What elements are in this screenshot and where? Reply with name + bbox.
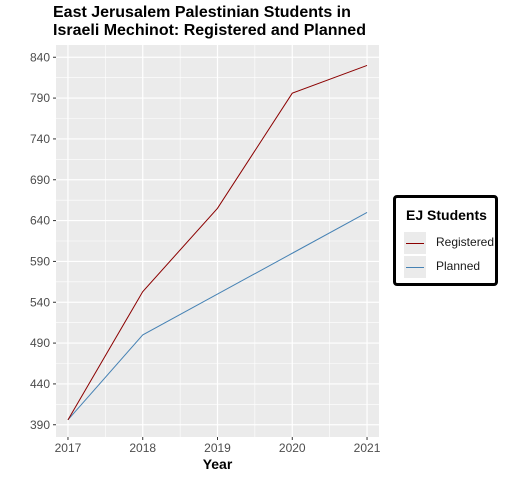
x-tick-label: 2020 [279, 441, 306, 455]
legend-item-registered: Registered [404, 232, 494, 254]
series-line-planned [67, 211, 368, 421]
y-tick-label: 490 [30, 336, 50, 350]
chart-title-line-2: Israeli Mechinot: Registered and Planned [53, 22, 366, 39]
chart-title-line-1: East Jerusalem Palestinian Students in [53, 4, 351, 21]
legend-item-planned: Planned [404, 256, 494, 278]
legend-label-registered: Registered [436, 235, 495, 249]
x-tick-label: 2017 [55, 441, 82, 455]
legend-key-planned [404, 256, 426, 278]
y-tick-label: 740 [30, 132, 50, 146]
legend: EJ Students Registered Planned [393, 195, 498, 286]
x-tick-label: 2018 [129, 441, 156, 455]
y-tick-label: 690 [30, 173, 50, 187]
y-tick-label: 790 [30, 91, 50, 105]
y-tick-label: 440 [30, 377, 50, 391]
y-tick-label: 540 [30, 295, 50, 309]
y-tick-label: 840 [30, 50, 50, 64]
legend-title: EJ Students [406, 207, 487, 223]
x-tick-label: 2021 [354, 441, 381, 455]
legend-key-registered [404, 232, 426, 254]
series-line-registered [67, 64, 368, 421]
y-tick-label: 640 [30, 214, 50, 228]
x-tick-label: 2019 [204, 441, 231, 455]
y-tick-label: 390 [30, 418, 50, 432]
y-tick-label: 590 [30, 254, 50, 268]
x-axis-label: Year [203, 456, 233, 472]
legend-label-planned: Planned [436, 259, 481, 273]
